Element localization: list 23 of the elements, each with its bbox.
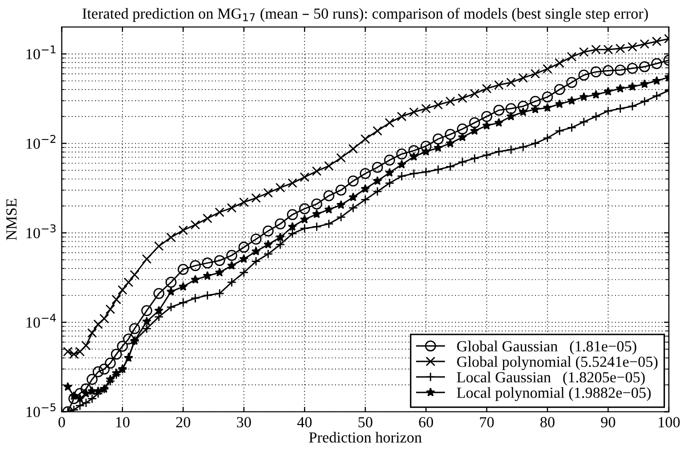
x-tick-label: 20 xyxy=(176,417,190,428)
x-tick-label: 70 xyxy=(480,417,494,428)
x-tick-label: 60 xyxy=(419,417,434,428)
legend-label: Global polynomial (5.5241e−05) xyxy=(457,356,658,370)
x-tick-label: 100 xyxy=(658,417,680,428)
y-tick-label: 10$^{−2}$ xyxy=(26,134,56,149)
y-tick-label: 10$^{−4}$ xyxy=(26,314,56,328)
y-axis-title: NMSE xyxy=(6,198,17,240)
x-tick-label: 30 xyxy=(236,417,251,428)
x-tick-label: 10 xyxy=(116,417,130,428)
chart-title: Iterated prediction on MG$_{17}$ (mean – 50 runs): comparison of models (best single step error) xyxy=(82,8,648,22)
x-tick-label: 0 xyxy=(58,417,65,428)
x-tick-label: 90 xyxy=(600,417,616,428)
y-tick-label: 10$^{−1}$ xyxy=(26,46,56,60)
legend-label: Local Gaussian (1.8205e−05) xyxy=(456,372,645,386)
y-tick-label: 10$^{−3}$ xyxy=(26,224,56,238)
legend-label: Local polynomial (1.9882e−05) xyxy=(456,387,651,402)
x-tick-label: 80 xyxy=(540,417,554,428)
x-tick-label: 50 xyxy=(358,417,372,428)
x-axis-title: Prediction horizon xyxy=(309,432,422,443)
y-tick-label: 10$^{−5}$ xyxy=(26,403,56,418)
legend-label: Global Gaussian (1.81e−05) xyxy=(457,340,636,355)
x-tick-label: 40 xyxy=(297,417,312,428)
